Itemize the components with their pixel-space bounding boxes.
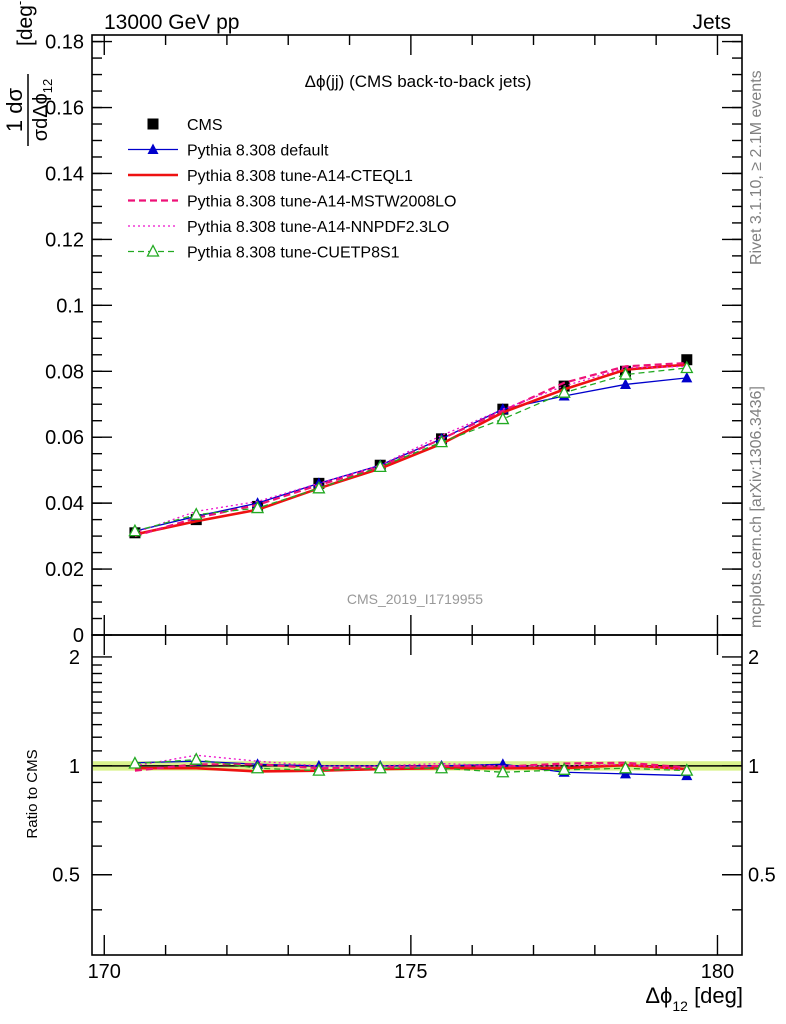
data-point bbox=[680, 360, 694, 374]
legend-label: Pythia 8.308 tune-CUETP8S1 bbox=[187, 245, 400, 262]
x-tick-label: 175 bbox=[394, 961, 427, 983]
series-pythia-8-308-tune-cuetp8s1 bbox=[128, 360, 694, 537]
data-point bbox=[128, 523, 142, 537]
data-point bbox=[681, 354, 693, 366]
legend-label: CMS bbox=[187, 117, 223, 134]
svg-text:1 dσ: 1 dσ bbox=[2, 88, 27, 133]
ratio-series-pythia-8-308-tune-a14-cteql1 bbox=[134, 763, 687, 773]
legend-entry: Pythia 8.308 tune-A14-CTEQL1 bbox=[128, 168, 413, 185]
ratio-data-point bbox=[680, 763, 694, 776]
mcplots-label: mcplots.cern.ch [arXiv:1306.3436] bbox=[748, 386, 765, 628]
y-tick-label: 2 bbox=[69, 647, 80, 669]
series-pythia-8-308-tune-a14-nnpdf2-3lo bbox=[134, 365, 687, 534]
ratio-data-point bbox=[618, 760, 633, 774]
y-tick-label: 0.5 bbox=[52, 865, 80, 887]
data-point bbox=[681, 371, 693, 383]
ratio-data-point bbox=[496, 764, 510, 778]
x-tick-label: 180 bbox=[701, 961, 734, 983]
ratio-data-point bbox=[434, 760, 449, 774]
header-right: Jets bbox=[692, 11, 731, 34]
ratio-series-line bbox=[134, 754, 687, 771]
legend-label: Pythia 8.308 tune-A14-NNPDF2.3LO bbox=[187, 219, 449, 236]
legend-entry: Pythia 8.308 tune-A14-MSTW2008LO bbox=[128, 194, 456, 211]
data-point bbox=[618, 367, 633, 380]
legend-label: Pythia 8.308 default bbox=[187, 143, 329, 160]
series-pythia-8-308-tune-a14-mstw2008lo bbox=[134, 361, 687, 538]
data-point bbox=[434, 434, 449, 448]
x-tick-label: 170 bbox=[88, 961, 121, 983]
y-tick-label-right: 2 bbox=[748, 647, 759, 669]
ratio-data-point bbox=[312, 763, 326, 776]
main-panel: 0 0.02 0.04 0.06 0.08 0.1 0.12 0.14 0.16 0.18 bbox=[45, 32, 743, 647]
y-tick-label-right: 0.5 bbox=[748, 865, 776, 887]
x-axis-label: Δϕ12 [deg] bbox=[645, 983, 743, 1014]
series-pythia-8-308-tune-a14-cteql1 bbox=[134, 363, 687, 536]
rivet-label: Rivet 3.1.10, ≥ 2.1M events bbox=[748, 70, 765, 265]
y-tick-label: 0 bbox=[73, 625, 84, 647]
data-point bbox=[619, 378, 631, 389]
y-tick-label: 0.08 bbox=[45, 361, 84, 383]
ratio-panel: 0.5 0.5 1 1 2 2 170 175 180 bbox=[52, 634, 776, 983]
data-point bbox=[496, 411, 510, 425]
ratio-data-point bbox=[250, 760, 265, 774]
y-tick-label: 0.04 bbox=[45, 493, 84, 515]
ratio-series-pythia-8-308-tune-cuetp8s1 bbox=[128, 752, 694, 778]
y-tick-label: 0.12 bbox=[45, 229, 84, 251]
data-point bbox=[250, 500, 265, 514]
analysis-watermark: CMS_2019_I1719955 bbox=[347, 591, 483, 607]
legend-entry: Pythia 8.308 tune-A14-NNPDF2.3LO bbox=[128, 219, 449, 236]
y-tick-label: 1 bbox=[69, 756, 80, 778]
y-tick-label: 0.16 bbox=[45, 98, 84, 120]
legend-entry: Pythia 8.308 tune-CUETP8S1 bbox=[128, 244, 400, 262]
ratio-data-point bbox=[189, 752, 203, 765]
legend-marker bbox=[147, 143, 159, 154]
main-ylabel: 1 dσ σdΔϕ12 [deg-1] bbox=[2, 0, 55, 146]
series-line bbox=[134, 367, 687, 532]
data-point bbox=[189, 507, 203, 520]
legend-marker bbox=[146, 244, 160, 257]
svg-text:[deg-1]: [deg-1] bbox=[12, 0, 37, 46]
legend-label: Pythia 8.308 tune-A14-CTEQL1 bbox=[187, 168, 413, 185]
series-line bbox=[134, 361, 687, 538]
series-cms bbox=[129, 354, 693, 539]
legend-label: Pythia 8.308 tune-A14-MSTW2008LO bbox=[187, 194, 456, 211]
legend-entry: Pythia 8.308 default bbox=[128, 143, 329, 160]
data-point bbox=[557, 385, 571, 398]
svg-text:Δϕ12 [deg]: Δϕ12 [deg] bbox=[645, 983, 743, 1014]
ratio-series-line bbox=[134, 759, 687, 773]
data-point bbox=[312, 480, 326, 494]
ratio-series-pythia-8-308-tune-a14-nnpdf2-3lo bbox=[134, 754, 687, 771]
y-tick-label-right: 1 bbox=[748, 756, 759, 778]
legend-entry: CMS bbox=[147, 117, 223, 134]
ratio-series-line bbox=[134, 763, 687, 773]
y-tick-label: 0.18 bbox=[45, 32, 84, 54]
series-line bbox=[134, 363, 687, 536]
ratio-data-point bbox=[373, 760, 387, 774]
y-tick-label: 0.02 bbox=[45, 559, 84, 581]
y-tick-label: 0.14 bbox=[45, 163, 84, 185]
legend-marker bbox=[147, 118, 159, 130]
ratio-data-point bbox=[557, 762, 571, 775]
panel-frame bbox=[91, 634, 743, 956]
header-left: 13000 GeV pp bbox=[104, 11, 239, 34]
ratio-ylabel: Ratio to CMS bbox=[24, 749, 41, 838]
main-title: Δϕ(jj) (CMS back-to-back jets) bbox=[305, 72, 532, 91]
ratio-data-point bbox=[128, 756, 142, 769]
y-tick-label: 0.1 bbox=[56, 295, 84, 317]
data-point bbox=[373, 459, 387, 473]
series-line bbox=[134, 365, 687, 534]
y-tick-label: 0.06 bbox=[45, 427, 84, 449]
legend: CMS Pythia 8.308 default Pythia 8.308 tune… bbox=[128, 117, 456, 262]
